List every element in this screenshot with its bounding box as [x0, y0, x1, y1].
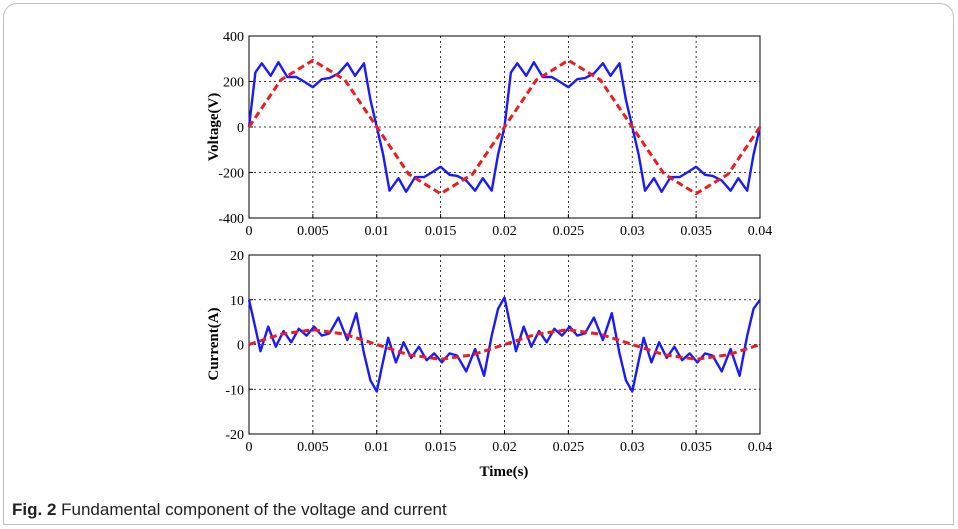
x-axis-label: Time(s): [480, 464, 529, 480]
current-y-tick-label: 20: [230, 249, 244, 264]
voltage-x-tick-label: 0.005: [297, 224, 329, 239]
voltage-plot: 0 0.005 0.01 0.015 0.02 0.025 0.03 0.035 0.04 40…: [206, 30, 772, 239]
current-x-tick-label: 0.025: [553, 440, 585, 455]
voltage-y-tick-label: 200: [223, 76, 244, 91]
current-y-tick-label: 0: [237, 339, 244, 354]
voltage-x-tick-label: 0.03: [620, 224, 645, 239]
caption-text: Fundamental component of the voltage and…: [61, 500, 447, 519]
current-measured-series: [247, 296, 761, 393]
voltage-y-axis-label: Voltage(V): [206, 93, 222, 162]
current-x-tick-label: 0.035: [680, 440, 712, 455]
current-x-tick-label: 0.04: [748, 440, 773, 455]
voltage-y-tick-label: 0: [237, 121, 244, 136]
figure-frame: [3, 3, 954, 525]
current-x-tick-label: 0: [246, 440, 253, 455]
current-y-ticks: 20 10 0 -10 -20: [225, 249, 253, 443]
current-y-axis-label: Current(A): [206, 307, 222, 380]
current-y-tick-label: -20: [225, 428, 244, 443]
current-y-tick-label: -10: [225, 383, 244, 398]
current-x-tick-label: 0.015: [425, 440, 457, 455]
current-x-ticks: 0 0.005 0.01 0.015 0.02 0.025 0.03 0.035 0.04: [246, 430, 773, 455]
voltage-x-tick-label: 0: [246, 224, 253, 239]
voltage-x-tick-label: 0.035: [680, 224, 712, 239]
current-series: [247, 296, 761, 393]
voltage-y-ticks: 400 200 0 -200 -400: [218, 30, 253, 227]
figure-caption: Fig. 2 Fundamental component of the volt…: [12, 500, 447, 520]
current-x-tick-label: 0.03: [620, 440, 645, 455]
voltage-x-tick-label: 0.01: [365, 224, 390, 239]
current-y-tick-label: 10: [230, 294, 244, 309]
voltage-x-tick-label: 0.02: [492, 224, 517, 239]
voltage-x-tick-label: 0.015: [425, 224, 457, 239]
voltage-x-ticks: 0 0.005 0.01 0.015 0.02 0.025 0.03 0.035 0.04: [246, 214, 773, 239]
voltage-x-tick-label: 0.025: [553, 224, 585, 239]
voltage-fundamental-series: [247, 58, 762, 196]
current-x-tick-label: 0.02: [492, 440, 517, 455]
current-x-tick-label: 0.005: [297, 440, 329, 455]
voltage-x-tick-label: 0.04: [748, 224, 773, 239]
current-plot: 0 0.005 0.01 0.015 0.02 0.025 0.03 0.035 0.04 20…: [206, 249, 772, 480]
voltage-y-tick-label: 400: [223, 30, 244, 45]
caption-label: Fig. 2: [12, 500, 57, 519]
current-x-tick-label: 0.01: [365, 440, 390, 455]
voltage-y-tick-label: -200: [218, 167, 244, 182]
voltage-series: [247, 58, 762, 196]
voltage-y-tick-label: -400: [218, 212, 244, 227]
